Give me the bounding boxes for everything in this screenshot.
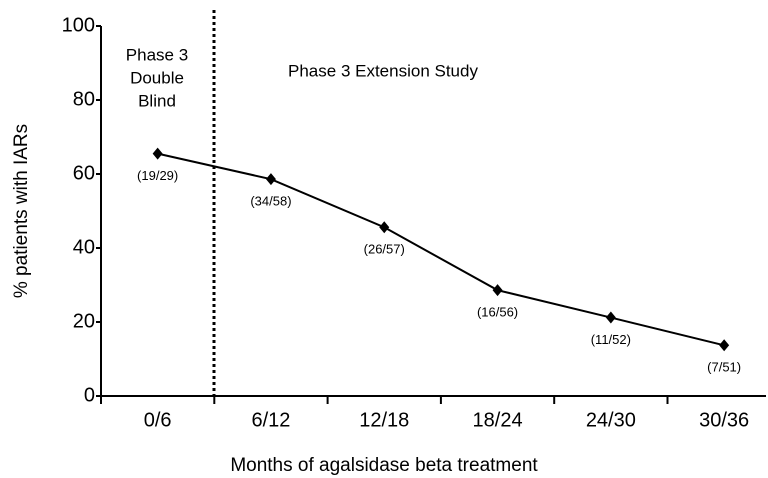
annotation: Double [130,68,184,87]
data-label: (34/58) [250,194,291,209]
annotation: Blind [138,91,176,110]
annotation: Phase 3 [126,45,188,64]
x-tick-label: 18/24 [473,409,523,431]
marker [719,339,730,352]
annotation: Phase 3 Extension Study [288,61,478,80]
y-tick-label: 100 [62,14,95,36]
marker [379,221,390,234]
x-tick-label: 6/12 [251,409,290,431]
data-label: (19/29) [137,168,178,183]
y-tick-label: 20 [73,310,95,332]
marker [265,173,276,186]
y-tick-label: 80 [73,88,95,110]
y-tick-label: 60 [73,162,95,184]
x-tick-label: 30/36 [699,409,749,431]
y-tick-label: 0 [84,384,95,406]
data-label: (26/57) [364,242,405,257]
x-tick-label: 24/30 [586,409,636,431]
marker [152,147,163,160]
data-label: (7/51) [707,360,741,375]
marker [492,284,503,297]
line [157,152,725,347]
marker [605,311,616,324]
data-label: (16/56) [477,305,518,320]
y-tick-label: 40 [73,236,95,258]
y-axis-title: % patients with IARs [11,124,32,298]
data-label: (11/52) [591,332,631,347]
x-axis-title: Months of agalsidase beta treatment [230,455,538,476]
x-tick-label: 12/18 [359,409,409,431]
x-tick-label: 0/6 [144,409,172,431]
